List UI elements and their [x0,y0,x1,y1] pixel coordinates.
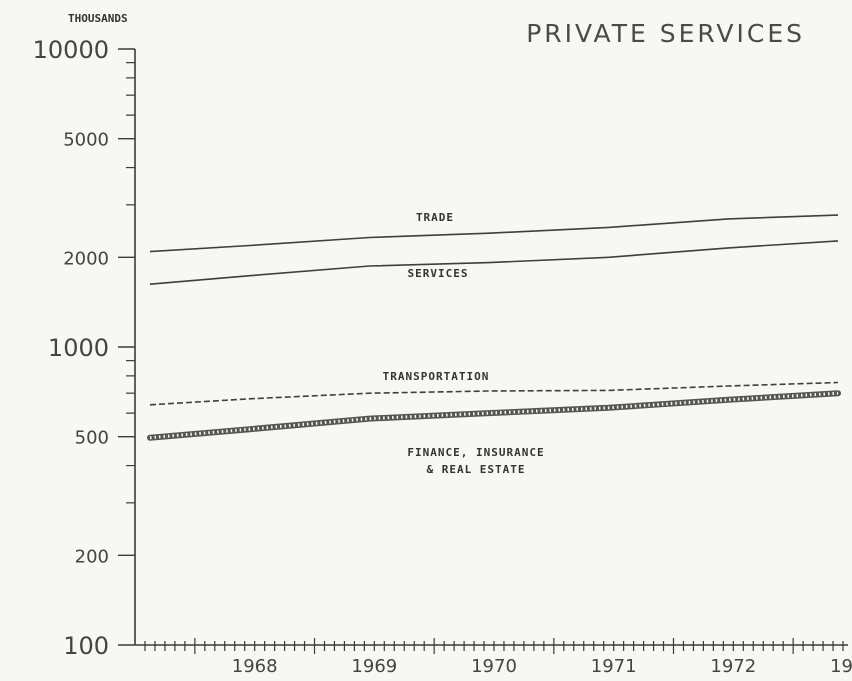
series-labels: TRADE SERVICES TRANSPORTATION FINANCE, INSU… [383,211,544,476]
y-tick-label: 500 [75,428,109,449]
y-tick-label: 5000 [63,130,109,151]
series-label: & REAL ESTATE [426,463,525,476]
y-tick-label: 2000 [63,248,109,269]
y-tick-label: 10000 [33,36,109,64]
series-label: TRANSPORTATION [383,370,490,383]
chart-title: PRIVATE SERVICES [526,19,805,48]
series-line-services [149,240,839,285]
x-tick-label: 1972 [710,656,756,677]
series-lines [147,214,841,441]
y-tick-label: 1000 [48,334,109,362]
series-label: SERVICES [408,267,469,280]
series-line-trade [149,214,839,253]
series-label: TRADE [416,211,454,224]
x-tick-label: 1973 [830,656,852,677]
axes: 10000 5000 2000 1000 500 200 100 1968 1969 1970 19… [33,36,852,677]
series-line-transportation [149,381,839,406]
x-tick-label: 1971 [591,656,637,677]
x-tick-label: 1970 [471,656,517,677]
x-tick-label: 1968 [232,656,278,677]
y-unit-label: THOUSANDS [68,12,128,25]
series-line-finance-hatch [149,391,839,440]
series-label: FINANCE, INSURANCE [407,446,544,459]
y-tick-label: 100 [63,632,109,660]
x-tick-label: 1969 [351,656,397,677]
y-tick-label: 200 [75,546,109,567]
